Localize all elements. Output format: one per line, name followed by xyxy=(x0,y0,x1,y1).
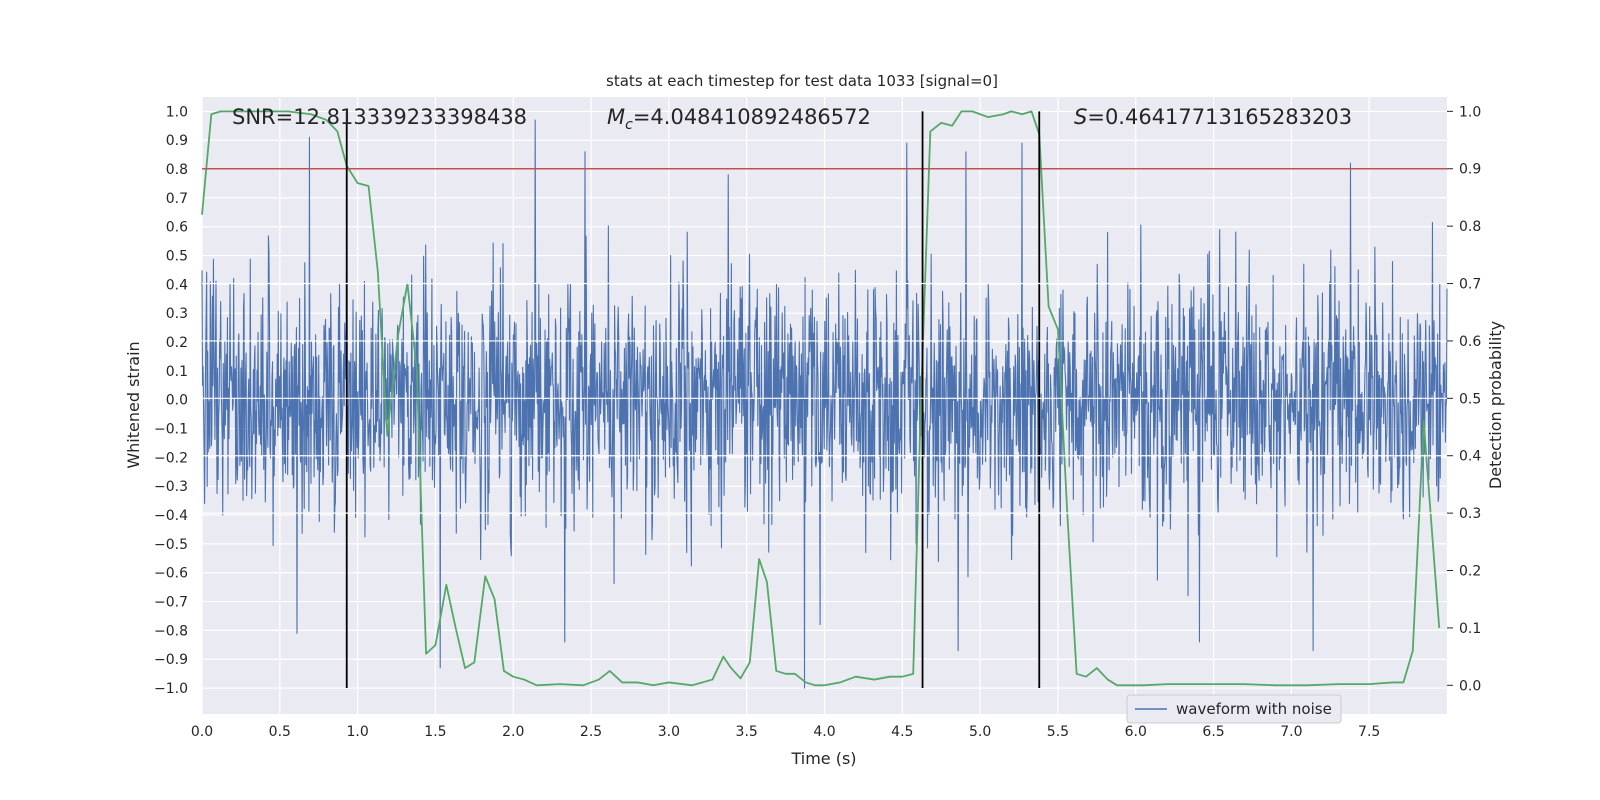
left-y-tick-label: 0.5 xyxy=(166,249,188,265)
x-tick-label: 5.0 xyxy=(969,724,991,740)
x-tick-label: 0.5 xyxy=(269,724,291,740)
right-y-tick-label: 0.8 xyxy=(1459,219,1481,235)
x-tick-label: 3.5 xyxy=(736,724,758,740)
right-y-tick-label: 0.7 xyxy=(1459,277,1481,293)
x-tick-label: 1.5 xyxy=(424,724,446,740)
left-y-tick-label: 0.1 xyxy=(166,364,188,380)
chirp-mass-symbol: M xyxy=(607,105,625,129)
x-axis-label: Time (s) xyxy=(790,749,856,768)
x-tick-label: 0.0 xyxy=(191,724,213,740)
score-value: =0.46417713165283203 xyxy=(1087,105,1352,129)
x-tick-label: 7.5 xyxy=(1358,724,1380,740)
x-tick-label: 6.5 xyxy=(1202,724,1224,740)
chirp-mass-value: =4.048410892486572 xyxy=(633,105,871,129)
x-tick-label: 1.0 xyxy=(346,724,368,740)
right-y-tick-label: 0.3 xyxy=(1459,506,1481,522)
x-tick-label: 4.0 xyxy=(813,724,835,740)
left-y-tick-label: −0.7 xyxy=(154,595,188,611)
right-y-axis-label: Detection probability xyxy=(1486,321,1505,489)
legend-label-waveform: waveform with noise xyxy=(1176,700,1332,718)
left-y-tick-label: −1.0 xyxy=(154,681,188,697)
left-y-tick-label: 0.4 xyxy=(166,277,188,293)
x-tick-label: 5.5 xyxy=(1047,724,1069,740)
left-y-axis-ticks: 1.0 0.9 0.8 0.7 0.6 0.5 0.4 0.3 0.2 0.1 0.0 −0.1 −0.… xyxy=(154,104,188,697)
legend-box xyxy=(1126,694,1342,724)
x-tick-label: 4.5 xyxy=(891,724,913,740)
right-y-tick-label: 0.6 xyxy=(1459,334,1481,350)
right-y-tick-label: 0.9 xyxy=(1459,162,1481,178)
left-y-tick-label: −0.6 xyxy=(154,566,188,582)
score-annotation: S=0.46417713165283203 xyxy=(1074,105,1352,129)
left-y-axis-label: Whitened strain xyxy=(124,341,143,468)
left-y-tick-label: 0.9 xyxy=(166,133,188,149)
left-y-tick-label: 0.6 xyxy=(166,220,188,236)
x-tick-label: 7.0 xyxy=(1280,724,1302,740)
left-y-tick-label: 0.0 xyxy=(166,393,188,409)
left-y-tick-label: −0.9 xyxy=(154,652,188,668)
x-axis-ticks: 0.0 0.5 1.0 1.5 2.0 2.5 3.0 3.5 4.0 4.5 5.0 5.5 6.0 6… xyxy=(191,724,1380,740)
x-tick-label: 3.0 xyxy=(658,724,680,740)
right-y-tick-label: 1.0 xyxy=(1459,104,1481,120)
x-tick-label: 2.5 xyxy=(580,724,602,740)
left-y-tick-label: 1.0 xyxy=(166,104,188,120)
chirp-mass-subscript: c xyxy=(625,117,633,133)
chart-title: stats at each timestep for test data 103… xyxy=(606,72,998,90)
left-y-tick-label: −0.8 xyxy=(154,623,188,639)
snr-annotation: SNR=12.813339233398438 xyxy=(232,105,527,129)
score-symbol: S xyxy=(1074,105,1087,129)
x-tick-label: 6.0 xyxy=(1125,724,1147,740)
left-y-tick-label: −0.3 xyxy=(154,479,188,495)
right-y-tick-label: 0.2 xyxy=(1459,564,1481,580)
left-y-tick-label: −0.2 xyxy=(154,450,188,466)
right-y-axis-ticks: 1.0 0.9 0.8 0.7 0.6 0.5 0.4 0.3 0.2 0.1 0.0 xyxy=(1447,104,1481,694)
right-gridlines xyxy=(202,282,1447,514)
chirp-mass-annotation: Mc=4.048410892486572 xyxy=(607,105,871,133)
right-y-tick-label: 0.1 xyxy=(1459,621,1481,637)
right-y-tick-label: 0.0 xyxy=(1459,678,1481,694)
left-y-tick-label: −0.5 xyxy=(154,537,188,553)
left-y-tick-label: 0.8 xyxy=(166,162,188,178)
left-y-tick-label: −0.4 xyxy=(154,508,188,524)
x-tick-label: 2.0 xyxy=(502,724,524,740)
legend: waveform with noise xyxy=(1126,694,1342,724)
left-y-tick-label: 0.2 xyxy=(166,335,188,351)
left-y-tick-label: −0.1 xyxy=(154,422,188,438)
waveform-series xyxy=(201,119,1448,689)
left-y-tick-label: 0.3 xyxy=(166,306,188,322)
right-y-tick-label: 0.4 xyxy=(1459,449,1481,465)
waveform-line xyxy=(201,119,1448,689)
vertical-markers xyxy=(345,111,1041,689)
left-y-tick-label: 0.7 xyxy=(166,191,188,207)
right-y-tick-label: 0.5 xyxy=(1459,391,1481,407)
